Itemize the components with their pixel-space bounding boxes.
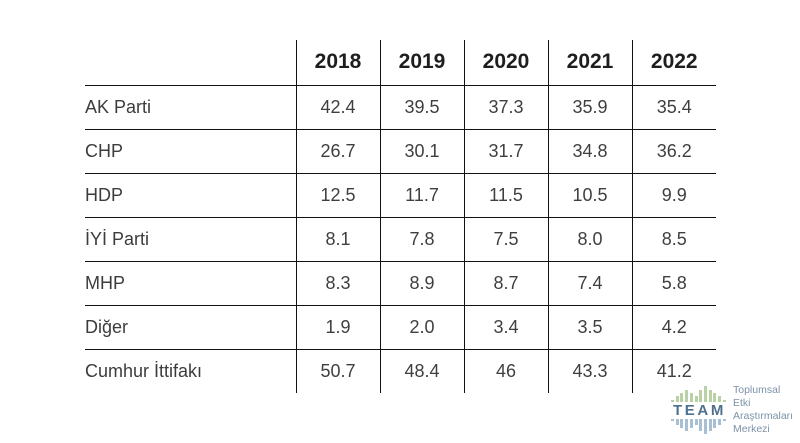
logo-bar — [694, 395, 698, 402]
logo-bar — [713, 418, 717, 428]
cell-value: 8.1 — [295, 217, 380, 262]
org-name-line: Araştırmaları — [733, 410, 794, 422]
cell-value: 8.0 — [547, 217, 632, 262]
org-name: Toplumsal Etki Araştırmaları Merkezi — [733, 384, 800, 436]
cell-value: 4.2 — [631, 305, 716, 350]
org-name-line: Merkezi — [733, 423, 770, 435]
cell-value: 7.4 — [547, 261, 632, 306]
cell-value: 8.3 — [295, 261, 380, 306]
row-label: AK Parti — [85, 85, 296, 130]
cell-value: 2.0 — [379, 305, 464, 350]
table-row: MHP 8.3 8.9 8.7 7.4 5.8 — [85, 261, 716, 306]
team-logo: TEAM Toplumsal Etki Araştırmaları Merkez… — [671, 384, 800, 436]
row-label: Cumhur İttifakı — [85, 360, 203, 381]
logo-bar — [722, 399, 726, 402]
logo-bar — [718, 418, 722, 425]
cell-value: 8.7 — [463, 261, 548, 306]
logo-bar — [675, 395, 679, 402]
cell-value: 1.9 — [295, 305, 380, 350]
row-label: Diğer — [85, 305, 296, 350]
year-header: 2019 — [379, 40, 464, 86]
cell-value: 8.9 — [379, 261, 464, 306]
team-logo-mark: TEAM — [671, 385, 726, 436]
logo-bar — [671, 418, 674, 421]
year-header: 2020 — [463, 40, 548, 86]
cell-value: 35.9 — [547, 85, 632, 130]
logo-bar — [671, 399, 674, 402]
cell-value: 34.8 — [547, 129, 632, 174]
logo-bar — [680, 392, 684, 402]
table-row: İYİ Parti 8.1 7.8 7.5 8.0 8.5 — [85, 217, 716, 262]
cell-value: 36.2 — [631, 129, 716, 174]
table-row: Cumhur İttifakı 50.7 48.4 46 43.3 41.2 — [85, 349, 716, 393]
table-row: Diğer 1.9 2.0 3.4 3.5 4.2 — [85, 305, 716, 350]
cell-value: 41.2 — [631, 349, 716, 393]
cell-value: 10.5 — [547, 173, 632, 218]
row-label: MHP — [85, 261, 296, 306]
logo-bar — [685, 418, 689, 431]
cell-value: 12.5 — [295, 173, 380, 218]
cell-value: 7.5 — [463, 217, 548, 262]
logo-bar — [708, 389, 712, 402]
row-label: İYİ Parti — [85, 217, 296, 262]
logo-bar — [704, 418, 708, 434]
cell-value: 11.7 — [379, 173, 464, 218]
logo-bar — [689, 418, 693, 428]
cell-value: 42.4 — [295, 85, 380, 130]
logo-bar — [699, 389, 703, 402]
cell-value: 8.5 — [631, 217, 716, 262]
logo-bar — [718, 395, 722, 402]
vote-share-table: 2018 2019 2020 2021 2022 AK Parti 42.4 3… — [85, 40, 716, 393]
year-header: 2018 — [295, 40, 380, 86]
logo-bars-top-icon — [671, 385, 726, 402]
row-label: HDP — [85, 173, 296, 218]
cell-value: 31.7 — [463, 129, 548, 174]
logo-bar — [699, 418, 703, 431]
cell-value: 3.5 — [547, 305, 632, 350]
logo-bar — [722, 418, 726, 421]
table-row: CHP 26.7 30.1 31.7 34.8 36.2 — [85, 129, 716, 174]
cell-value: 3.4 — [463, 305, 548, 350]
year-header: 2022 — [631, 40, 716, 86]
logo-bar — [708, 418, 712, 431]
cell-value: 50.7 — [295, 349, 380, 393]
table-row: HDP 12.5 11.7 11.5 10.5 9.9 — [85, 173, 716, 218]
logo-bar — [680, 418, 684, 428]
table-header-row: 2018 2019 2020 2021 2022 — [85, 40, 716, 86]
cell-value: 39.5 — [379, 85, 464, 130]
logo-bars-bottom-icon — [671, 418, 726, 436]
cell-value: 30.1 — [379, 129, 464, 174]
cell-value: 7.8 — [379, 217, 464, 262]
cell-value: 43.3 — [547, 349, 632, 393]
row-label: CHP — [85, 129, 296, 174]
corner-cell — [85, 40, 296, 86]
cell-value: 26.7 — [295, 129, 380, 174]
org-name-line: Toplumsal Etki — [733, 384, 781, 409]
cell-value: 35.4 — [631, 85, 716, 130]
table-row: AK Parti 42.4 39.5 37.3 35.9 35.4 — [85, 85, 716, 130]
logo-bar — [713, 392, 717, 402]
logo-bar — [694, 418, 698, 425]
team-wordmark: TEAM — [673, 401, 726, 419]
logo-bar — [685, 389, 689, 402]
year-header: 2021 — [547, 40, 632, 86]
cell-value: 37.3 — [463, 85, 548, 130]
cell-value: 11.5 — [463, 173, 548, 218]
cell-value: 5.8 — [631, 261, 716, 306]
cell-value: 48.4 — [379, 349, 464, 393]
logo-bar — [689, 392, 693, 402]
cell-value: 46 — [463, 349, 548, 393]
logo-bar — [675, 418, 679, 425]
cell-value: 9.9 — [631, 173, 716, 218]
logo-bar — [704, 385, 708, 402]
